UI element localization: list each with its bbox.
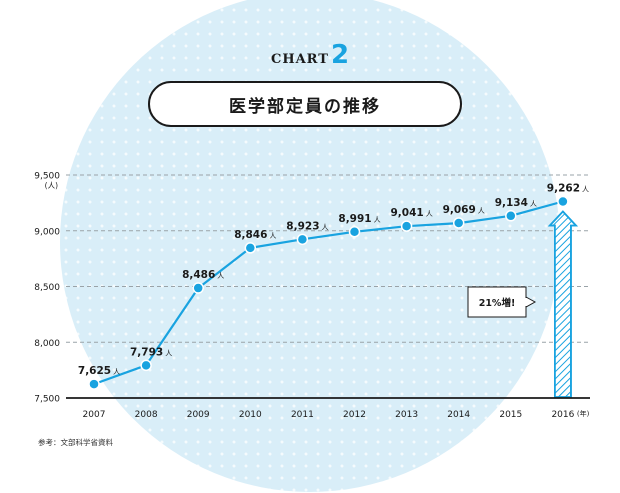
- source-note: 参考：文部科学省資料: [38, 438, 113, 447]
- x-axis-unit: (年): [577, 409, 590, 418]
- chart-label: CHART2: [0, 40, 620, 70]
- x-tick-label: 2014: [447, 410, 470, 420]
- growth-callout: 21%増!: [467, 286, 537, 318]
- data-label: 8,486 人: [182, 269, 224, 281]
- chart-word: CHART: [270, 52, 329, 67]
- data-point: [296, 233, 309, 246]
- data-point: [192, 282, 204, 294]
- x-tick-label: 2007: [83, 410, 106, 420]
- y-axis-unit: (人): [45, 181, 58, 190]
- chart-number: 2: [330, 40, 350, 70]
- series-line: [93, 200, 564, 386]
- data-point: [505, 210, 517, 222]
- data-label: 8,846 人: [234, 229, 276, 241]
- data-points: [88, 195, 569, 390]
- data-label: 7,625 人: [78, 365, 120, 377]
- callout-box: [467, 286, 527, 318]
- data-label: 9,134 人: [495, 197, 537, 209]
- data-labels: 7,625 人 7,793 人 8,486 人 8,846 人 8,923 人 8,991 人 9,04…: [78, 183, 589, 378]
- y-tick-label: 8,000: [34, 339, 60, 349]
- x-tick-label: 2010: [239, 410, 262, 420]
- y-tick-label: 8,500: [34, 283, 60, 293]
- x-tick-label: 2015: [499, 410, 522, 420]
- chart-title: 医学部定員の推移: [229, 96, 381, 117]
- data-point: [348, 226, 361, 238]
- data-point: [244, 242, 257, 254]
- axes: 7,500 8,000 8,500 9,000 9,500(人) 2007 2008 2009…: [34, 172, 590, 420]
- data-label: 9,069 人: [443, 204, 485, 216]
- grid-lines: [66, 174, 590, 343]
- data-point: [88, 378, 100, 390]
- x-tick-label: 2016: [551, 410, 574, 420]
- x-tick-label: 2012: [343, 410, 366, 420]
- y-tick-label: 9,000: [34, 227, 60, 237]
- y-tick-label: 7,500: [34, 395, 60, 405]
- x-tick-label: 2013: [395, 410, 418, 420]
- data-label: 9,041 人: [390, 207, 432, 219]
- data-point: [557, 195, 569, 208]
- data-point: [400, 220, 413, 232]
- growth-arrow-fill: [547, 210, 578, 398]
- callout-text: 21%増!: [479, 297, 516, 309]
- data-point: [140, 359, 152, 372]
- data-label: 8,923 人: [286, 220, 328, 232]
- x-tick-label: 2008: [135, 410, 158, 420]
- x-tick-label: 2011: [291, 410, 314, 420]
- series-line-path: [93, 200, 564, 386]
- data-label: 9,262 人: [547, 183, 589, 195]
- data-label: 8,991 人: [338, 213, 380, 225]
- chart-title-box: 医学部定員の推移: [148, 81, 462, 127]
- callout-tail: [525, 296, 537, 308]
- growth-arrow: [547, 210, 578, 398]
- y-tick-label: 9,500: [34, 172, 60, 182]
- data-point: [452, 217, 465, 229]
- data-label: 7,793 人: [130, 346, 172, 358]
- x-tick-label: 2009: [187, 410, 210, 420]
